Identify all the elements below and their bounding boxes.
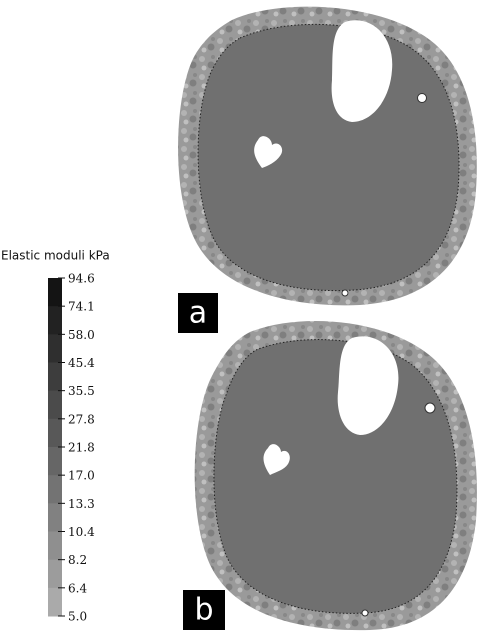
legend-title: Elastic moduli kPa bbox=[1, 249, 110, 263]
color-step bbox=[48, 278, 62, 307]
legend-tick-label: 35.5 bbox=[68, 384, 95, 398]
legend-tick-label: 17.0 bbox=[68, 469, 95, 483]
panel-label: a bbox=[189, 296, 207, 331]
color-step bbox=[48, 306, 62, 335]
legend-tick-label: 10.4 bbox=[68, 525, 95, 539]
legend-tick-label: 58.0 bbox=[68, 328, 95, 342]
color-step bbox=[48, 334, 62, 363]
legend-tick-label: 5.0 bbox=[68, 610, 87, 624]
color-step bbox=[48, 587, 62, 617]
section-a bbox=[178, 6, 477, 333]
legend-tick-label: 13.3 bbox=[68, 497, 95, 511]
legend-tick-label: 27.8 bbox=[68, 412, 95, 426]
legend-tick-label: 74.1 bbox=[68, 300, 95, 314]
color-step bbox=[48, 559, 62, 589]
color-step bbox=[48, 362, 62, 392]
color-step bbox=[48, 390, 62, 420]
color-step bbox=[48, 531, 62, 561]
color-step bbox=[48, 475, 62, 504]
color-step bbox=[48, 447, 62, 476]
legend-tick-label: 21.8 bbox=[68, 441, 95, 455]
legend-tick-label: 6.4 bbox=[68, 581, 87, 595]
color-step bbox=[48, 418, 62, 448]
panel-label: b bbox=[194, 593, 213, 628]
section-b bbox=[183, 320, 477, 631]
legend-tick-label: 94.6 bbox=[68, 272, 95, 286]
legend-tick-label: 8.2 bbox=[68, 553, 87, 567]
legend-tick-label: 45.4 bbox=[68, 356, 95, 370]
color-step bbox=[48, 503, 62, 532]
